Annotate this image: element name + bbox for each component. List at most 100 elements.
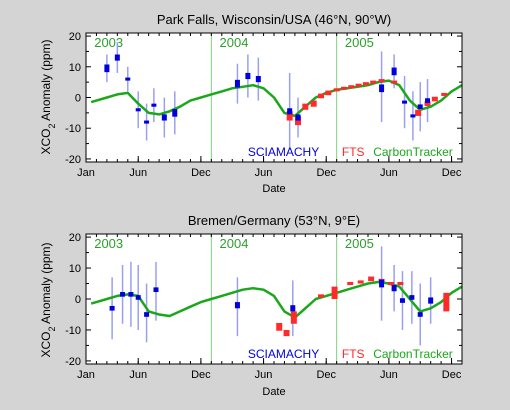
fts-point [348, 85, 355, 89]
plot-area: 2003 2004 2005 SCIAMACHY FTS CarbonTracker [85, 32, 463, 163]
sciamachy-point [295, 114, 301, 121]
sciamachy-point [379, 279, 385, 288]
legend-entry: CarbonTracker [373, 145, 453, 159]
sciamachy-point [399, 298, 405, 303]
sciamachy-point [135, 108, 141, 112]
fts-point [431, 96, 438, 102]
legend-entry: FTS [342, 145, 365, 159]
sciamachy-point [114, 54, 120, 61]
x-tick-label: Dec [191, 369, 211, 381]
legend-entry: SCIAMACHY [248, 347, 319, 361]
y-tick-label: -20 [65, 356, 81, 368]
panel-title: Park Falls, Wisconsin/USA (46°N, 90°W) [157, 12, 391, 27]
fts-point [370, 80, 377, 84]
sciamachy-point [402, 100, 408, 104]
x-axis-label: Date [262, 183, 285, 195]
x-tick-label: Dec [442, 369, 462, 381]
fts-point [310, 100, 317, 107]
sciamachy-point [245, 72, 251, 80]
plot-background [86, 234, 462, 364]
y-tick-label: 10 [69, 263, 81, 275]
x-tick-label: Jun [255, 167, 273, 179]
sciamachy-point [234, 302, 240, 309]
fts-point [362, 82, 369, 86]
sciamachy-point [234, 79, 240, 88]
sciamachy-point [161, 114, 167, 121]
fts-point [340, 86, 347, 90]
legend-entry: SCIAMACHY [248, 145, 319, 159]
sciamachy-point [144, 312, 150, 317]
x-tick-label: Dec [316, 167, 336, 179]
x-axis-label: Date [262, 386, 285, 398]
sciamachy-point [428, 297, 434, 304]
year-label: 2003 [94, 236, 123, 251]
sciamachy-point [104, 64, 110, 73]
x-tick-label: Jun [380, 369, 398, 381]
legend-entry: CarbonTracker [373, 347, 453, 361]
fts-point [318, 294, 324, 298]
plot-area: 2003 2004 2005 SCIAMACHY FTS CarbonTracker [85, 233, 463, 365]
fts-point [286, 111, 293, 121]
y-tick-label: -10 [65, 325, 81, 337]
sciamachy-point [255, 76, 261, 83]
x-tick-label: Dec [316, 369, 336, 381]
y-tick-label: 0 [75, 93, 81, 105]
x-tick-label: Jan [77, 167, 95, 179]
fts-point [290, 311, 297, 324]
sciamachy-point [120, 292, 126, 297]
year-label: 2004 [220, 236, 249, 251]
fts-point [387, 281, 394, 286]
sciamachy-point [151, 103, 157, 107]
sciamachy-point [417, 104, 423, 110]
panel-title: Bremen/Germany (53°N, 9°E) [188, 213, 360, 228]
x-tick-label: Dec [442, 167, 462, 179]
sciamachy-point [417, 312, 423, 317]
y-axis-label: XCO2 Anomaly (ppm) [39, 242, 57, 357]
sciamachy-point [135, 295, 141, 300]
sciamachy-point [109, 305, 115, 311]
sciamachy-point [125, 77, 131, 81]
fts-point [368, 276, 375, 282]
sciamachy-point [287, 108, 293, 115]
fts-point [325, 90, 332, 96]
fts-point [441, 92, 448, 96]
x-tick-label: Dec [191, 167, 211, 179]
sciamachy-point [410, 114, 416, 118]
fts-point [443, 292, 450, 312]
y-tick-label: 20 [69, 232, 81, 244]
panel-park-falls: Park Falls, Wisconsin/USA (46°N, 90°W) X… [39, 12, 463, 195]
fts-point [424, 101, 431, 106]
y-tick-label: 20 [69, 31, 81, 43]
fts-point [415, 109, 422, 116]
fts-point [355, 83, 362, 87]
sciamachy-point [391, 67, 397, 76]
fts-point [397, 281, 404, 286]
y-tick-label: -10 [65, 123, 81, 135]
y-tick-label: -20 [65, 154, 81, 166]
sciamachy-point [153, 287, 159, 293]
panel-bremen: Bremen/Germany (53°N, 9°E) XCO2 Anomaly … [39, 213, 463, 398]
fts-point [318, 93, 324, 99]
sciamachy-point [425, 98, 431, 103]
carbontracker-line [90, 79, 463, 118]
legend-entry: FTS [342, 347, 365, 361]
carbontracker-line [90, 280, 463, 319]
year-label: 2005 [345, 236, 374, 251]
fts-point [333, 88, 340, 92]
fts-point [302, 103, 309, 110]
year-label: 2004 [220, 35, 249, 50]
fts-point [331, 286, 338, 299]
fts-point [276, 322, 283, 331]
year-label: 2003 [94, 35, 123, 50]
sciamachy-point [172, 109, 178, 117]
fts-point [347, 281, 354, 286]
sciamachy-point [290, 305, 296, 312]
y-axis-label: XCO2 Anomaly (ppm) [39, 39, 57, 154]
fts-point [378, 79, 385, 83]
x-tick-label: Jun [129, 167, 147, 179]
y-tick-label: 0 [75, 294, 81, 306]
sciamachy-point [391, 285, 397, 292]
x-tick-label: Jun [255, 369, 273, 381]
fts-point [283, 329, 290, 337]
